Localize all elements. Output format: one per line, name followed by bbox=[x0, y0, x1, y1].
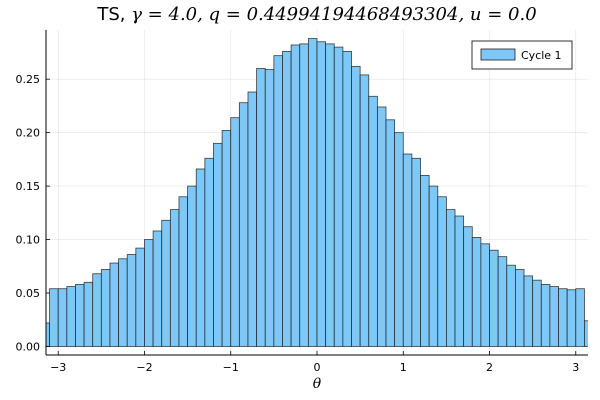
bar-34 bbox=[333, 46, 344, 347]
bar-21 bbox=[221, 130, 232, 347]
bar-6 bbox=[92, 273, 102, 347]
bar-33 bbox=[325, 43, 335, 347]
bar-24 bbox=[247, 91, 258, 347]
bar-36 bbox=[351, 65, 361, 347]
bar-47 bbox=[445, 209, 456, 347]
bar-4 bbox=[75, 284, 85, 347]
bar-63 bbox=[584, 320, 588, 347]
bar-44 bbox=[420, 174, 430, 347]
x-tick-label-1: −2 bbox=[136, 361, 152, 374]
bar-15 bbox=[169, 209, 180, 347]
bar-62 bbox=[575, 288, 585, 347]
bar-52 bbox=[489, 249, 499, 347]
legend: Cycle 1 bbox=[471, 40, 573, 70]
bar-26 bbox=[264, 69, 275, 347]
bar-30 bbox=[299, 43, 309, 347]
bar-57 bbox=[532, 279, 542, 347]
bar-53 bbox=[497, 256, 508, 347]
x-tick-label-6: 3 bbox=[572, 361, 579, 374]
bar-37 bbox=[359, 74, 370, 347]
bar-48 bbox=[454, 215, 465, 347]
bar-8 bbox=[109, 262, 119, 347]
bar-29 bbox=[290, 44, 301, 347]
y-tick-label-1: 0.05 bbox=[16, 287, 41, 300]
legend-swatch bbox=[480, 48, 516, 61]
bar-60 bbox=[558, 288, 568, 347]
bar-58 bbox=[540, 284, 551, 347]
bar-0 bbox=[46, 322, 50, 347]
bar-45 bbox=[428, 185, 439, 347]
chart-title-prefix: TS, bbox=[96, 4, 131, 25]
x-tick-label-3: 0 bbox=[314, 361, 321, 374]
bar-38 bbox=[368, 95, 378, 347]
bar-56 bbox=[523, 275, 534, 347]
bar-61 bbox=[566, 289, 577, 347]
bar-20 bbox=[213, 142, 223, 347]
x-tick-label-4: 1 bbox=[400, 361, 407, 374]
bar-23 bbox=[238, 102, 249, 347]
bar-54 bbox=[506, 264, 516, 347]
x-axis-label: θ bbox=[313, 376, 322, 392]
bar-27 bbox=[273, 55, 283, 347]
bar-41 bbox=[394, 132, 404, 347]
bar-51 bbox=[480, 243, 490, 347]
bar-13 bbox=[152, 230, 163, 347]
x-tick-label-2: −1 bbox=[223, 361, 239, 374]
bar-17 bbox=[187, 185, 197, 347]
bar-19 bbox=[204, 157, 214, 347]
y-tick-label-2: 0.10 bbox=[16, 234, 41, 247]
bar-49 bbox=[463, 226, 473, 347]
y-tick-label-5: 0.25 bbox=[16, 73, 41, 86]
bar-16 bbox=[178, 196, 189, 347]
bar-28 bbox=[282, 50, 292, 347]
bar-1 bbox=[49, 288, 59, 347]
bar-42 bbox=[402, 153, 413, 347]
chart-title-math: γ = 4.0, q = 0.44994194468493304, u = 0.… bbox=[131, 4, 536, 25]
x-ticks: −3 −2 −1 0 1 2 3 bbox=[50, 351, 579, 374]
bar-35 bbox=[342, 50, 352, 347]
bar-55 bbox=[515, 269, 525, 347]
bar-46 bbox=[437, 196, 447, 347]
y-tick-label-0: 0.00 bbox=[16, 340, 41, 353]
y-ticks: 0.00 0.05 0.10 0.15 0.20 0.25 bbox=[16, 73, 50, 353]
bar-40 bbox=[385, 119, 396, 347]
bar-3 bbox=[66, 286, 76, 347]
bar-43 bbox=[411, 157, 421, 347]
legend-label-cycle-1: Cycle 1 bbox=[521, 49, 562, 62]
y-tick-label-4: 0.20 bbox=[16, 127, 41, 140]
bar-32 bbox=[316, 41, 327, 347]
bar-14 bbox=[161, 219, 171, 347]
bar-18 bbox=[195, 168, 206, 347]
x-tick-label-5: 2 bbox=[486, 361, 493, 374]
bar-25 bbox=[256, 68, 266, 347]
bar-10 bbox=[126, 254, 137, 347]
bar-7 bbox=[100, 269, 111, 347]
bar-50 bbox=[471, 237, 482, 347]
bar-9 bbox=[118, 258, 128, 347]
bar-12 bbox=[144, 239, 154, 347]
bar-31 bbox=[307, 38, 318, 347]
bar-59 bbox=[549, 286, 559, 347]
bar-22 bbox=[230, 117, 240, 347]
bar-5 bbox=[83, 281, 94, 347]
chart-title: TS, γ = 4.0, q = 0.44994194468493304, u … bbox=[96, 4, 536, 25]
bar-39 bbox=[376, 106, 387, 347]
histogram-bars bbox=[46, 38, 588, 347]
bar-2 bbox=[57, 288, 68, 347]
y-tick-label-3: 0.15 bbox=[16, 180, 41, 193]
x-tick-label-0: −3 bbox=[50, 361, 66, 374]
bar-11 bbox=[135, 247, 145, 347]
